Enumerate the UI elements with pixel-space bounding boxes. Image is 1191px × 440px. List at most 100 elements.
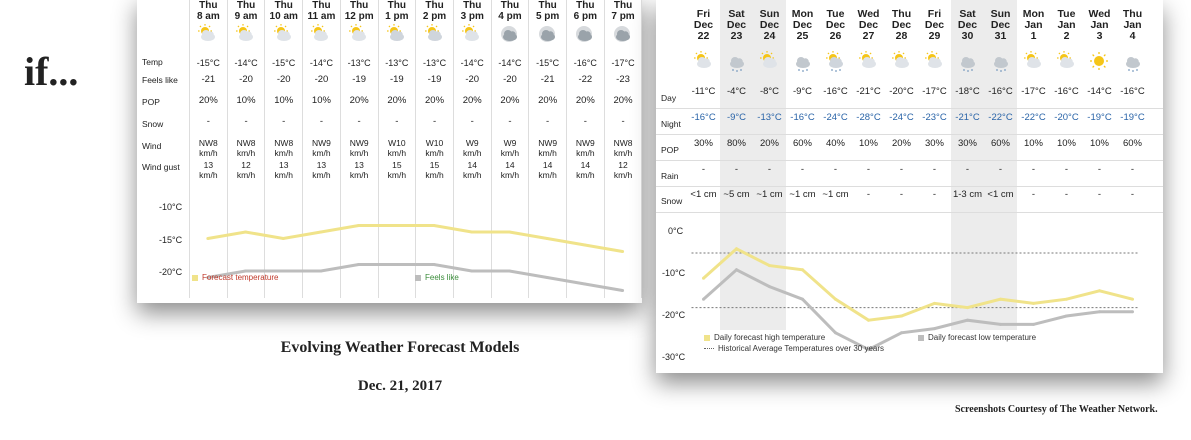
data-point — [583, 243, 587, 247]
daily-y-tick: -20°C — [662, 310, 686, 320]
day-rain: - — [1031, 164, 1036, 175]
day-pop: 60% — [990, 138, 1010, 149]
hour-pop: 20% — [575, 95, 595, 106]
hour-time-label: 9 am — [234, 11, 258, 22]
hour-snow: - — [395, 116, 399, 127]
hour-wind-gust: 13 km/h — [349, 160, 369, 180]
hour-snow: - — [319, 116, 324, 127]
hour-day-label: Thu — [425, 0, 444, 11]
data-point — [900, 331, 903, 335]
legend-swatch — [192, 274, 198, 281]
hour-time-label: 10 am — [269, 11, 298, 22]
hourly-y-tick: -15°C — [159, 235, 183, 245]
snow-cloud-icon — [956, 50, 980, 78]
hour-wind: NW8 km/h — [236, 138, 256, 158]
day-snow: - — [1031, 189, 1036, 200]
hour-snow: - — [206, 116, 210, 127]
partly-sunny-icon — [890, 50, 914, 78]
hour-temp: -15°C — [196, 58, 220, 68]
credit-text: Screenshots Courtesy of The Weather Netw… — [955, 404, 1158, 415]
wind-row-label: Wind — [142, 141, 162, 151]
hour-wind-gust: 14 km/h — [576, 160, 595, 180]
day-high-temp: -17°C — [922, 86, 947, 97]
data-point — [867, 318, 870, 322]
day-high-temp: -8°C — [759, 86, 780, 97]
day-pop: 30% — [957, 138, 977, 149]
day-of-week: Fri — [927, 8, 942, 20]
day-snow: ~1 cm — [789, 189, 816, 200]
snow-cloud-icon — [791, 50, 815, 78]
hour-time-label: 11 am — [307, 11, 336, 22]
row-divider — [656, 134, 1163, 135]
column-divider — [302, 0, 304, 298]
hour-time-label: 7 pm — [611, 11, 635, 22]
data-point — [281, 237, 285, 240]
day-rain: - — [965, 164, 970, 175]
day-month: Dec — [792, 19, 813, 31]
partly-cloudy-icon — [385, 23, 409, 51]
caption-title: Evolving Weather Forecast Models — [280, 339, 520, 356]
day-rain: - — [833, 164, 838, 175]
day-rain: - — [866, 164, 871, 175]
data-point — [1032, 301, 1035, 305]
legend-label: Feels like — [425, 273, 459, 282]
hour-time-label: 6 pm — [573, 11, 598, 22]
hour-snow: - — [621, 116, 625, 127]
hour-temp: -13°C — [422, 58, 447, 68]
night-low-temp: -22°C — [988, 112, 1013, 123]
data-point — [583, 282, 587, 286]
daily-low-line — [702, 267, 1133, 352]
day-of-week: Wed — [1088, 8, 1111, 20]
hour-snow: - — [546, 116, 550, 127]
day-of-week: Sat — [959, 8, 976, 20]
day-high-temp: -16°C — [1120, 86, 1145, 97]
legend-swatch — [704, 348, 714, 350]
hour-temp: -15°C — [536, 58, 560, 68]
day-of-week: Wed — [857, 8, 880, 20]
data-point — [867, 348, 870, 352]
data-point — [281, 269, 285, 273]
hour-wind-gust: 15 km/h — [425, 160, 444, 180]
hour-feels-like: -23 — [616, 74, 630, 85]
hour-snow: - — [244, 116, 248, 127]
data-point — [244, 230, 248, 234]
day-snow: 1-3 cm — [952, 189, 983, 200]
hour-wind: NW8 km/h — [198, 138, 218, 158]
day-high-temp: -4°C — [726, 86, 747, 97]
legend-forecast-temperature: Forecast temperature — [192, 273, 278, 282]
data-point — [768, 264, 771, 268]
hour-pop: 10% — [311, 95, 331, 106]
column-divider — [377, 0, 379, 298]
day-date: 3 — [1096, 30, 1103, 42]
legend-label: Daily forecast low temperature — [928, 333, 1037, 342]
hour-wind-gust: 12 km/h — [236, 160, 256, 180]
hour-temp: -13°C — [347, 58, 371, 68]
column-divider — [528, 0, 530, 298]
day-row-label: Day — [661, 93, 677, 103]
day-date: 2 — [1063, 30, 1070, 42]
hour-snow: - — [470, 116, 474, 127]
data-point — [702, 297, 705, 301]
night-low-temp: -19°C — [1120, 112, 1145, 123]
day-rain: - — [1130, 164, 1135, 175]
hour-wind: NW8 km/h — [613, 138, 633, 158]
data-point — [432, 263, 436, 266]
daily-high-line — [702, 246, 1133, 322]
hour-snow: - — [357, 116, 361, 127]
hour-day-label: Thu — [387, 0, 406, 11]
hour-wind-gust: 13 km/h — [199, 160, 218, 180]
day-of-week: Fri — [696, 8, 711, 20]
day-high-temp: -16°C — [1054, 86, 1079, 97]
day-date: 26 — [829, 30, 842, 42]
snow-row-label: Snow — [661, 196, 683, 206]
day-pop: 30% — [693, 138, 713, 149]
hour-day-label: Thu — [199, 0, 218, 11]
partly-sunny-icon — [857, 50, 881, 78]
data-point — [507, 230, 511, 234]
hourly-y-tick: -10°C — [159, 202, 183, 212]
column-divider — [641, 0, 642, 298]
day-of-week: Sat — [728, 8, 745, 20]
column-divider — [452, 0, 454, 298]
day-month: Dec — [693, 19, 714, 31]
hour-wind: NW9 km/h — [575, 138, 595, 158]
